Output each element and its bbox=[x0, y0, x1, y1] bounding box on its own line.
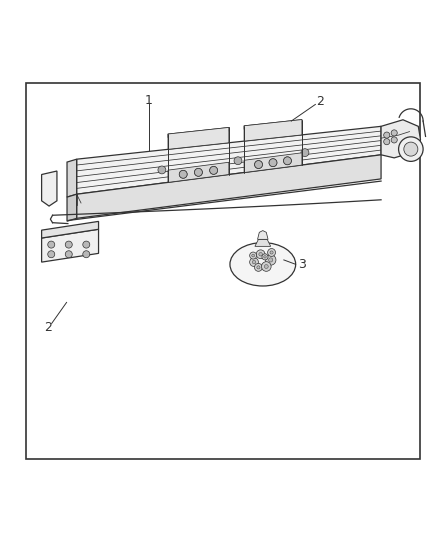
Circle shape bbox=[158, 166, 166, 174]
Polygon shape bbox=[77, 126, 381, 194]
Circle shape bbox=[254, 160, 262, 168]
Polygon shape bbox=[42, 229, 99, 262]
Circle shape bbox=[194, 168, 202, 176]
Circle shape bbox=[254, 160, 262, 168]
Circle shape bbox=[48, 251, 55, 258]
Circle shape bbox=[391, 137, 397, 143]
Polygon shape bbox=[381, 120, 420, 158]
Circle shape bbox=[48, 241, 55, 248]
Circle shape bbox=[254, 263, 262, 271]
Circle shape bbox=[270, 251, 273, 254]
Circle shape bbox=[384, 132, 390, 138]
Circle shape bbox=[65, 251, 72, 258]
Circle shape bbox=[179, 171, 187, 178]
Polygon shape bbox=[258, 231, 268, 239]
Circle shape bbox=[269, 159, 277, 167]
Circle shape bbox=[384, 139, 390, 145]
Circle shape bbox=[283, 157, 291, 165]
Circle shape bbox=[257, 266, 260, 269]
Polygon shape bbox=[255, 239, 271, 246]
Polygon shape bbox=[168, 127, 229, 138]
Circle shape bbox=[83, 241, 90, 248]
Circle shape bbox=[194, 168, 202, 176]
Text: 2: 2 bbox=[44, 321, 52, 334]
Circle shape bbox=[210, 166, 218, 174]
Circle shape bbox=[268, 248, 276, 256]
Polygon shape bbox=[77, 155, 381, 219]
Bar bbox=[26, 83, 420, 459]
Circle shape bbox=[65, 241, 72, 248]
Polygon shape bbox=[244, 119, 302, 130]
Circle shape bbox=[210, 166, 218, 174]
Polygon shape bbox=[244, 119, 302, 141]
Text: 2: 2 bbox=[316, 95, 324, 108]
Circle shape bbox=[179, 171, 187, 178]
Circle shape bbox=[265, 264, 268, 269]
Text: 3: 3 bbox=[298, 258, 306, 271]
Polygon shape bbox=[168, 127, 229, 149]
Polygon shape bbox=[42, 171, 57, 206]
Circle shape bbox=[391, 130, 397, 136]
Circle shape bbox=[250, 252, 257, 259]
Circle shape bbox=[259, 253, 262, 256]
Polygon shape bbox=[42, 221, 99, 238]
Polygon shape bbox=[67, 194, 77, 221]
Circle shape bbox=[264, 256, 266, 258]
Circle shape bbox=[262, 254, 268, 260]
Circle shape bbox=[234, 157, 242, 165]
Circle shape bbox=[269, 159, 277, 167]
Circle shape bbox=[404, 142, 418, 156]
Polygon shape bbox=[67, 159, 77, 197]
Circle shape bbox=[256, 250, 265, 259]
Circle shape bbox=[399, 137, 423, 161]
Circle shape bbox=[252, 254, 254, 257]
Polygon shape bbox=[168, 162, 229, 182]
Circle shape bbox=[83, 251, 90, 258]
Ellipse shape bbox=[230, 243, 296, 286]
Circle shape bbox=[250, 258, 258, 266]
Polygon shape bbox=[244, 153, 302, 173]
Circle shape bbox=[265, 255, 276, 265]
Circle shape bbox=[268, 258, 273, 262]
Circle shape bbox=[252, 260, 256, 264]
Circle shape bbox=[283, 157, 291, 165]
Circle shape bbox=[301, 149, 309, 157]
Text: 1: 1 bbox=[145, 94, 153, 107]
Circle shape bbox=[261, 262, 271, 271]
